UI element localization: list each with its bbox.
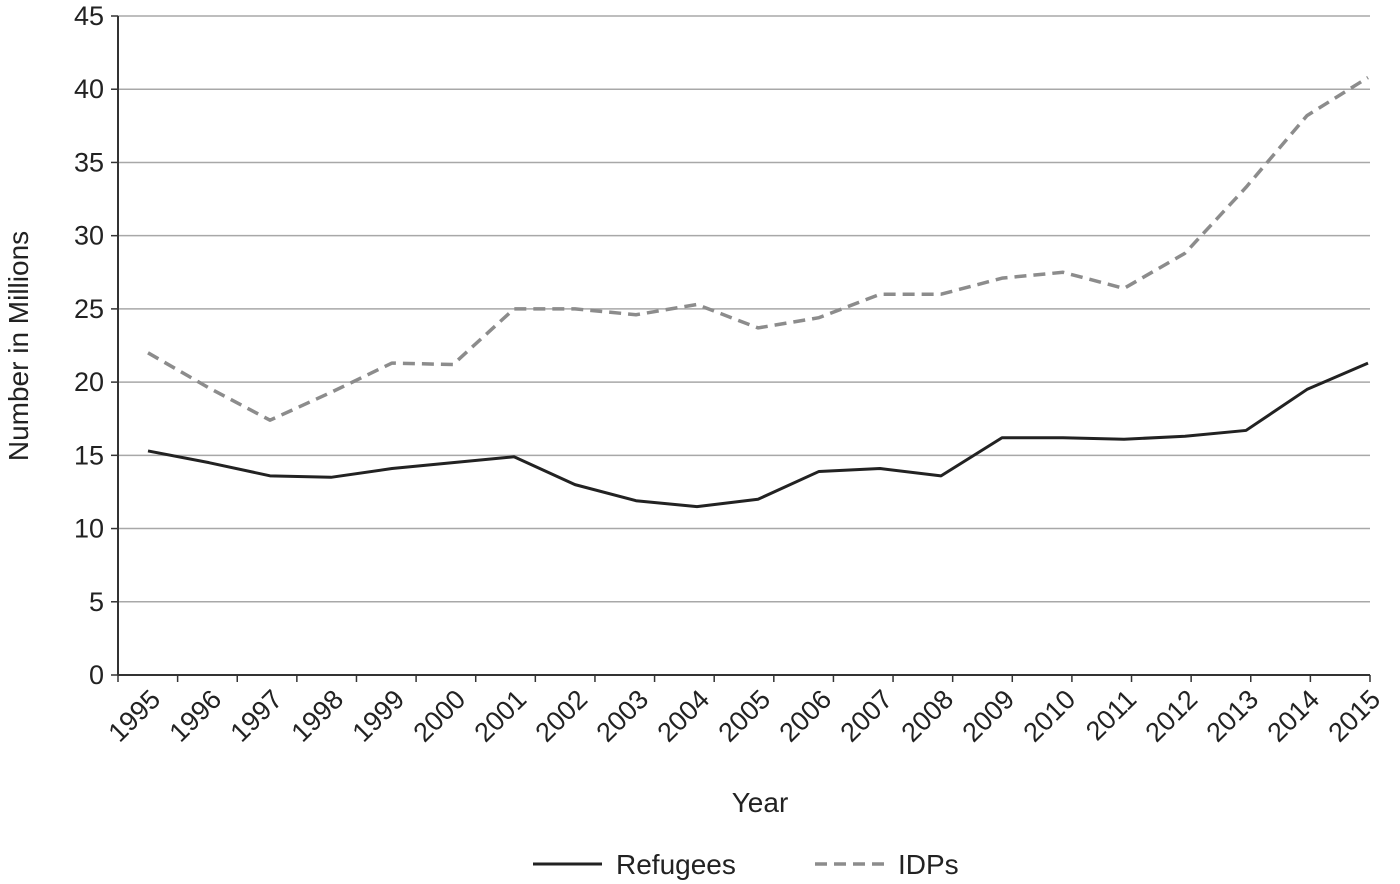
y-tick-labels: 0 5 10 15 20 25 30 35 40 45	[74, 1, 104, 690]
x-tick-labels: 1995199619971998199920002001200220032004…	[103, 684, 1387, 748]
x-tick-label: 2012	[1140, 684, 1204, 748]
y-tick-label: 15	[74, 440, 104, 470]
x-tick-label: 2000	[408, 684, 472, 748]
y-tick-label: 40	[74, 74, 104, 104]
x-tick-label: 1999	[347, 684, 411, 748]
y-tick-label: 35	[74, 147, 104, 177]
x-tick-label: 2015	[1323, 684, 1387, 748]
series-line-idps	[147, 76, 1369, 422]
x-tick-label: 2009	[957, 684, 1021, 748]
x-tick-label: 1998	[286, 684, 350, 748]
x-tick-label: 2001	[469, 684, 533, 748]
grid-lines	[118, 15, 1370, 603]
axes	[111, 15, 1371, 682]
y-axis-title: Number in Millions	[3, 231, 34, 461]
x-tick-label: 2014	[1262, 684, 1326, 748]
x-tick-label: 1997	[225, 684, 289, 748]
x-tick-label: 1995	[103, 684, 167, 748]
legend-label-refugees: Refugees	[616, 849, 736, 880]
x-tick-label: 2007	[835, 684, 899, 748]
y-tick-label: 45	[74, 1, 104, 31]
x-tick-label: 2002	[530, 684, 594, 748]
y-tick-label: 5	[89, 587, 104, 617]
x-tick-label: 1996	[164, 684, 228, 748]
x-tick-label: 2011	[1080, 684, 1142, 746]
legend-label-idps: IDPs	[898, 849, 959, 880]
y-tick-label: 20	[74, 367, 104, 397]
x-tick-label: 2006	[774, 684, 838, 748]
x-tick-label: 2005	[713, 684, 777, 748]
series-line-refugees	[147, 361, 1369, 509]
series-lines	[147, 76, 1369, 509]
legend: Refugees IDPs	[533, 849, 959, 880]
y-tick-label: 30	[74, 221, 104, 251]
x-tick-label: 2008	[896, 684, 960, 748]
y-tick-label: 10	[74, 514, 104, 544]
y-tick-label: 25	[74, 294, 104, 324]
y-tick-label: 0	[89, 660, 104, 690]
x-tick-label: 2010	[1018, 684, 1082, 748]
x-tick-label: 2004	[652, 684, 716, 748]
x-tick-label: 2013	[1201, 684, 1265, 748]
x-tick-label: 2003	[591, 684, 655, 748]
x-axis-title: Year	[732, 787, 789, 818]
